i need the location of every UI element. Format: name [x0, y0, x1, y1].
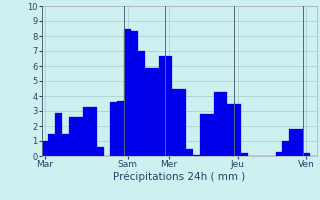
- Bar: [152, 68, 159, 156]
- Bar: [117, 100, 124, 156]
- Bar: [138, 51, 145, 156]
- Bar: [42, 141, 49, 156]
- Bar: [159, 55, 165, 156]
- Bar: [282, 141, 289, 156]
- Bar: [55, 112, 62, 156]
- Bar: [165, 55, 172, 156]
- Bar: [76, 117, 83, 156]
- Bar: [83, 106, 90, 156]
- Bar: [227, 104, 234, 156]
- Bar: [303, 153, 310, 156]
- Bar: [145, 68, 152, 156]
- Bar: [241, 153, 248, 156]
- Bar: [131, 31, 138, 156]
- Bar: [62, 134, 69, 156]
- Bar: [110, 102, 117, 156]
- Bar: [296, 129, 303, 156]
- Bar: [179, 88, 186, 156]
- Bar: [214, 92, 220, 156]
- Bar: [200, 114, 207, 156]
- Bar: [69, 117, 76, 156]
- Bar: [207, 114, 214, 156]
- Bar: [289, 129, 296, 156]
- Bar: [49, 134, 55, 156]
- Bar: [186, 148, 193, 156]
- Bar: [172, 88, 179, 156]
- Bar: [276, 152, 282, 156]
- Bar: [220, 92, 227, 156]
- Bar: [193, 154, 200, 156]
- X-axis label: Précipitations 24h ( mm ): Précipitations 24h ( mm ): [113, 172, 245, 182]
- Bar: [97, 147, 104, 156]
- Bar: [234, 104, 241, 156]
- Bar: [124, 28, 131, 156]
- Bar: [90, 106, 97, 156]
